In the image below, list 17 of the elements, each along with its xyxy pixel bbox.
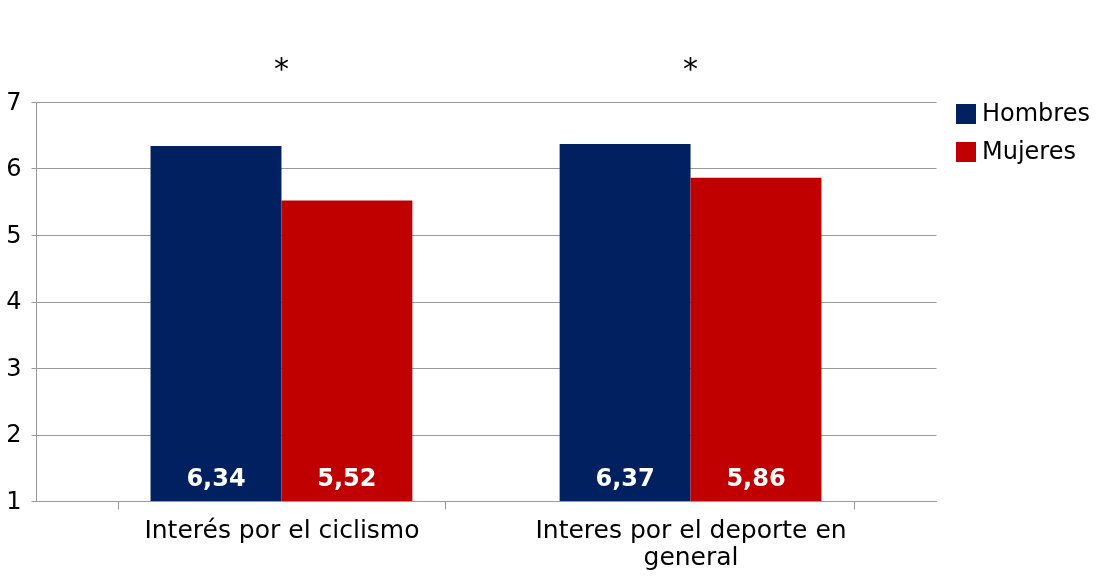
data-label: 6,37 <box>595 464 655 492</box>
y-tick-label: 5 <box>6 220 22 249</box>
y-tick-label: 7 <box>6 87 22 116</box>
y-tick-label: 6 <box>6 154 22 182</box>
data-label: 5,52 <box>317 464 377 492</box>
legend-label: Hombres <box>982 99 1090 127</box>
y-tick-label: 4 <box>6 287 22 315</box>
data-label: 5,86 <box>726 464 786 492</box>
y-tick-label: 2 <box>6 420 22 448</box>
data-label: 6,34 <box>186 464 246 492</box>
x-tick-label: Interés por el ciclismo <box>144 514 420 544</box>
y-tick-label: 3 <box>6 353 22 382</box>
text: * <box>273 51 289 86</box>
y-tick-label: 1 <box>6 486 22 515</box>
legend-label: Mujeres <box>982 137 1076 165</box>
text: * <box>683 51 699 86</box>
x-tick-label: Interes por el deporte en general <box>535 514 847 571</box>
